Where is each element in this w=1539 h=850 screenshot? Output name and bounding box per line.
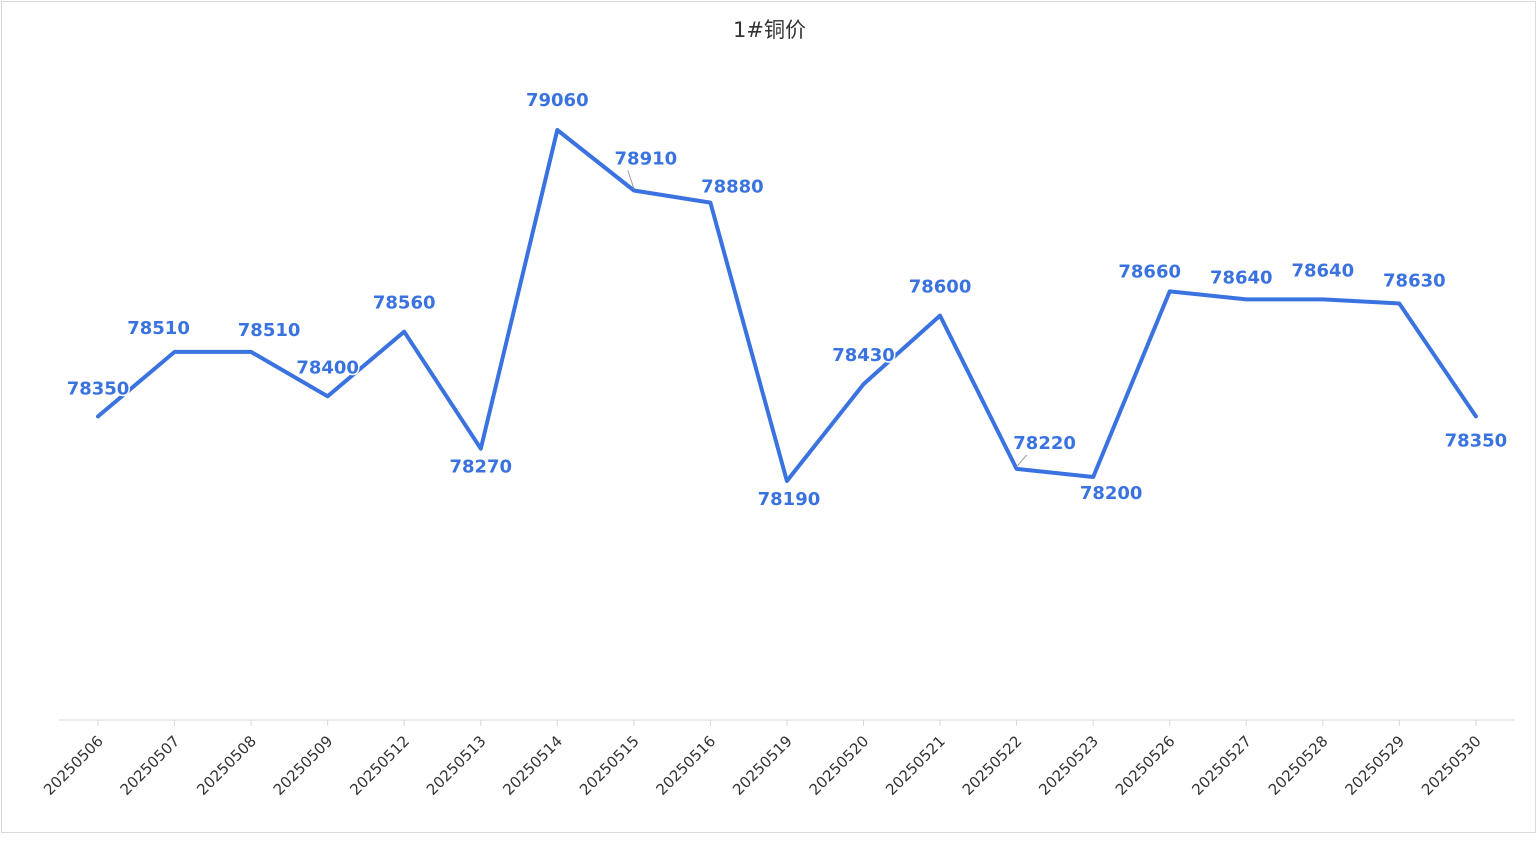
data-label: 78600 xyxy=(909,277,972,298)
data-label: 78220 xyxy=(1013,433,1076,454)
x-tick-label: 20250522 xyxy=(959,732,1026,799)
x-tick-label: 20250523 xyxy=(1035,732,1102,799)
data-label: 78910 xyxy=(615,149,678,170)
data-label: 79060 xyxy=(526,90,589,111)
data-label: 78640 xyxy=(1210,267,1273,288)
data-label: 78190 xyxy=(758,489,821,510)
data-label: 78200 xyxy=(1080,483,1143,504)
x-tick-label: 20250509 xyxy=(270,732,337,799)
x-tick-label: 20250514 xyxy=(499,732,566,799)
data-label: 78880 xyxy=(701,177,764,198)
data-label: 78660 xyxy=(1118,261,1181,282)
x-tick-label: 20250519 xyxy=(729,732,796,799)
data-label: 78270 xyxy=(449,457,512,478)
data-label: 78400 xyxy=(296,357,359,378)
x-tick-label: 20250515 xyxy=(576,732,643,799)
x-tick-label: 20250526 xyxy=(1112,732,1179,799)
data-label: 78350 xyxy=(67,378,130,399)
x-tick-label: 20250512 xyxy=(346,732,413,799)
x-tick-label: 20250507 xyxy=(117,732,184,799)
x-tick-label: 20250516 xyxy=(653,732,720,799)
x-tick-label: 20250529 xyxy=(1341,732,1408,799)
x-tick-label: 20250521 xyxy=(882,732,949,799)
data-label: 78640 xyxy=(1291,260,1354,281)
data-label: 78430 xyxy=(832,345,895,366)
x-tick-label: 20250506 xyxy=(40,732,107,799)
data-label: 78560 xyxy=(373,293,436,314)
data-label: 78350 xyxy=(1445,430,1508,451)
x-tick-label: 20250527 xyxy=(1188,732,1255,799)
label-leader xyxy=(627,170,635,189)
label-leader xyxy=(1016,454,1027,468)
chart-title: 1#铜价 xyxy=(733,18,806,42)
x-tick-label: 20250513 xyxy=(423,732,490,799)
x-tick-label: 20250508 xyxy=(193,732,260,799)
x-tick-label: 20250530 xyxy=(1418,732,1485,799)
series-line xyxy=(96,128,1478,483)
data-label: 78510 xyxy=(127,318,190,339)
x-tick-label: 20250520 xyxy=(806,732,873,799)
x-tick-label: 20250528 xyxy=(1265,732,1332,799)
data-label: 78510 xyxy=(238,320,301,341)
data-label: 78630 xyxy=(1383,270,1446,291)
